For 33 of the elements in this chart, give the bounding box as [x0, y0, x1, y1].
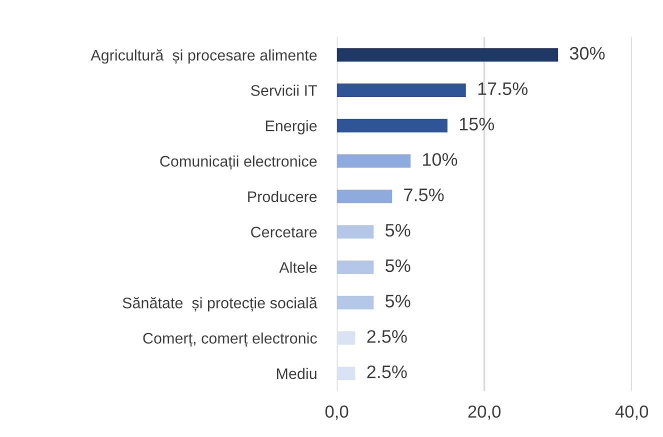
data-label: 5% [386, 294, 410, 308]
data-label: 5% [386, 259, 410, 272]
y-tick-label: Servicii IT [251, 84, 318, 96]
data-label: 30% [570, 46, 605, 60]
x-tick-label: 40,0 [615, 405, 648, 420]
y-tick-label: Cercetare [251, 226, 317, 238]
data-label: 5% [386, 224, 410, 237]
y-tick-label: Altele [279, 262, 317, 273]
x-tick-label: 20,0 [468, 405, 501, 420]
x-tick-label: 0,0 [325, 405, 348, 420]
y-tick-label: Comerț, comerț electronic [143, 332, 317, 347]
data-label: 2.5% [367, 365, 407, 378]
bar [336, 331, 356, 345]
data-label: 17.5% [478, 82, 528, 96]
bar [336, 190, 392, 204]
y-tick-label: Energie [266, 120, 317, 134]
bar [336, 260, 374, 274]
data-label: 10% [423, 153, 458, 166]
bar [336, 154, 411, 168]
data-label: 2.5% [367, 330, 407, 343]
y-tick-label: Producere [248, 190, 317, 202]
y-tick-label: Agricultură și procesare alimente [90, 49, 317, 64]
bar [336, 296, 374, 310]
y-tick-label: Comunicații electronice [160, 156, 317, 170]
data-label: 15% [460, 118, 494, 130]
bar [336, 225, 374, 239]
bar [336, 366, 356, 380]
y-tick-label: Mediu [277, 368, 316, 380]
bar [336, 84, 466, 97]
bar [336, 118, 448, 132]
bar [336, 48, 558, 62]
y-tick-label: Sănătate și protecție socială [122, 296, 318, 312]
data-label: 7.5% [404, 188, 444, 202]
